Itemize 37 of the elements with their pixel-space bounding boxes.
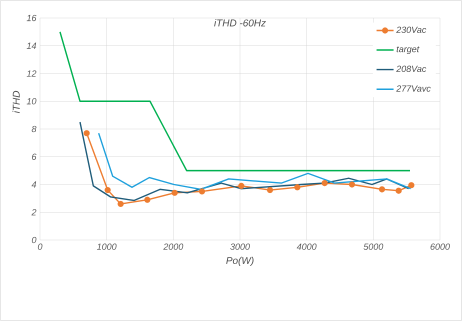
y-tick-label: 16 — [26, 14, 36, 22]
x-axis-title: Po(W) — [226, 256, 254, 266]
point — [294, 184, 300, 190]
legend-label: 230Vac — [396, 26, 426, 33]
point — [238, 182, 244, 189]
y-tick-label: 8 — [32, 126, 36, 132]
y-tick-label: 4 — [32, 181, 36, 188]
y-tick-label: 0 — [32, 236, 36, 244]
x-tick-label: 2000 — [163, 244, 184, 250]
point — [198, 188, 206, 195]
point — [266, 186, 274, 194]
y-axis-title: iTHD — [12, 90, 20, 114]
point — [118, 200, 124, 208]
legend-label: 208Vac — [396, 66, 426, 72]
y-tick-label: 6 — [32, 154, 36, 160]
point — [322, 180, 328, 186]
x-tick-label: 4000 — [296, 244, 317, 250]
y-tick-label: 2 — [31, 209, 36, 216]
point — [104, 186, 111, 194]
x-tick-label: 1000 — [96, 244, 117, 250]
point — [408, 182, 414, 188]
y-tick-label: 12 — [26, 70, 36, 77]
y-tick-label: 10 — [26, 98, 36, 104]
point — [348, 181, 356, 188]
point — [144, 196, 150, 203]
y-tick-label: 14 — [26, 42, 36, 49]
x-tick-label: 6000 — [430, 244, 450, 250]
point — [172, 190, 178, 196]
x-tick-label: 3000 — [230, 244, 250, 250]
point — [378, 186, 386, 192]
legend-label: 277Vavc — [396, 85, 431, 92]
legend-label: target — [396, 46, 420, 54]
point — [396, 188, 402, 194]
point — [84, 130, 90, 136]
x-tick-label: 0 — [38, 244, 42, 250]
chart-title: iTHD -60Hz — [214, 19, 266, 26]
x-tick-label: 5000 — [364, 244, 384, 250]
